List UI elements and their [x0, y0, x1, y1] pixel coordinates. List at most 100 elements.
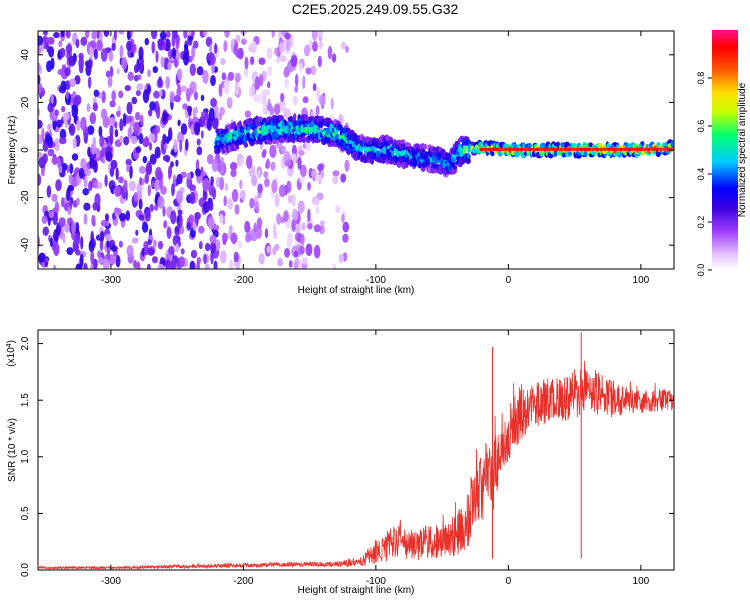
spectrogram-cell [103, 31, 110, 37]
spectrogram-cell [602, 147, 608, 152]
spectrogram-cell [614, 147, 620, 152]
spectrogram-cell [290, 55, 298, 67]
spectrogram-cell [273, 222, 276, 236]
spectrogram-cell [423, 143, 428, 150]
spectrogram-cell [218, 83, 223, 97]
spectrogram-cell [319, 224, 325, 235]
spectrogram-cell [164, 143, 168, 150]
spectrogram-cell [174, 225, 180, 233]
spectrogram-cell [186, 172, 192, 180]
spectrogram-cell [196, 138, 201, 146]
spectrogram-cell [239, 179, 243, 190]
spectrogram-cell [263, 89, 271, 97]
spectrogram-cell [176, 87, 182, 97]
snr-y-multiplier: (x104) [6, 340, 18, 367]
spectrogram-cell [257, 169, 261, 180]
spectrogram-cell [59, 128, 67, 140]
spectrogram-cell [204, 263, 210, 269]
spectrogram-cell [118, 90, 124, 99]
spectrogram-cell [109, 116, 116, 128]
spectrogram-cell [93, 48, 98, 60]
spectrogram-cell [274, 193, 280, 208]
spectrogram-cell [317, 163, 324, 172]
spectrogram-cell [55, 179, 62, 192]
spectrogram-cell [218, 112, 223, 121]
spectrogram-cell [42, 153, 48, 164]
spectrogram-cell [84, 31, 90, 39]
spectrogram-cell [286, 235, 292, 249]
spectrogram-cell [141, 178, 145, 186]
spectrogram-cell [315, 174, 321, 182]
spectrogram-cell [101, 90, 106, 103]
spectrogram-cell [53, 242, 60, 256]
spectrogram-cell [57, 68, 65, 76]
spectrogram-cell [310, 170, 318, 178]
spectrogram-cell [42, 226, 49, 236]
spectrogram-cell [157, 76, 163, 88]
spectrogram-cell [122, 113, 127, 127]
spectrogram-cell [340, 41, 347, 50]
spectrogram-cell [283, 210, 289, 222]
spectrogram-cell [192, 222, 197, 231]
spectrogram-cell [114, 185, 122, 197]
spectrogram-cell [587, 147, 592, 152]
snr-x-label: Height of straight line (km) [298, 585, 415, 596]
spectrogram-cell [206, 118, 213, 131]
spectrogram-cell [59, 47, 66, 58]
spectrogram-y-tick-label: 40 [20, 49, 31, 61]
spectrogram-cell [83, 175, 88, 190]
snr-chart: -300 -200 -100 0 100 0.0 0.5 1.0 1.5 2.0 Height … [6, 329, 675, 596]
spectrogram-cell [59, 137, 67, 145]
spectrogram-cell [202, 178, 210, 192]
spectrogram-cell [246, 126, 251, 131]
spectrogram-cell [551, 147, 556, 152]
spectrogram-cell [543, 147, 548, 152]
spectrogram-cell [139, 165, 146, 174]
spectrogram-cell [55, 119, 63, 128]
spectrogram-cell [224, 182, 229, 192]
spectrogram-cell [159, 89, 163, 97]
spectrogram-cell [193, 40, 199, 49]
spectrogram-cell [210, 176, 214, 186]
spectrogram-cell [68, 173, 74, 185]
spectrogram-cell [563, 147, 568, 152]
colorbar-label: Normalized spectral amplitude [737, 82, 748, 217]
spectrogram-cell [133, 260, 138, 269]
spectrogram-cell [359, 145, 364, 152]
spectrogram-cell [250, 41, 258, 54]
spectrogram-cell [305, 243, 313, 256]
spectrogram-cell [321, 170, 325, 179]
spectrogram-cell [90, 40, 97, 49]
spectrogram-cell [294, 221, 301, 235]
spectrogram-cell [69, 78, 76, 88]
spectrogram-cell [92, 202, 98, 211]
spectrogram-cell [301, 222, 306, 231]
spectrogram-cell [171, 183, 175, 197]
spectrogram-cell [138, 133, 144, 145]
spectrogram-cell [293, 250, 299, 258]
spectrogram-cell [183, 51, 189, 66]
spectrogram-cell [233, 251, 239, 263]
spectrogram-cell [523, 147, 528, 152]
spectrogram-cell [136, 190, 143, 202]
spectrogram-cell [200, 94, 205, 102]
spectrogram-cell [244, 56, 249, 70]
spectrogram-cell [89, 46, 93, 61]
spectrogram-cell [312, 41, 318, 52]
spectrogram-cell [168, 245, 175, 256]
spectrogram-cell [266, 245, 272, 254]
spectrogram-cell [119, 45, 124, 58]
spectrogram-cell [107, 247, 110, 262]
spectrogram-cell [48, 210, 55, 219]
spectrogram-cell [302, 96, 309, 104]
spectrogram-cell [338, 253, 345, 263]
spectrogram-cell [89, 157, 95, 169]
spectrogram-cell [196, 146, 203, 156]
spectrogram-cell [165, 76, 171, 89]
spectrogram-cell [275, 142, 283, 149]
spectrogram-cell [266, 103, 273, 112]
spectrogram-cell [579, 147, 584, 152]
spectrogram-cell [588, 142, 593, 148]
spectrogram-x-label: Height of straight line (km) [298, 285, 415, 296]
